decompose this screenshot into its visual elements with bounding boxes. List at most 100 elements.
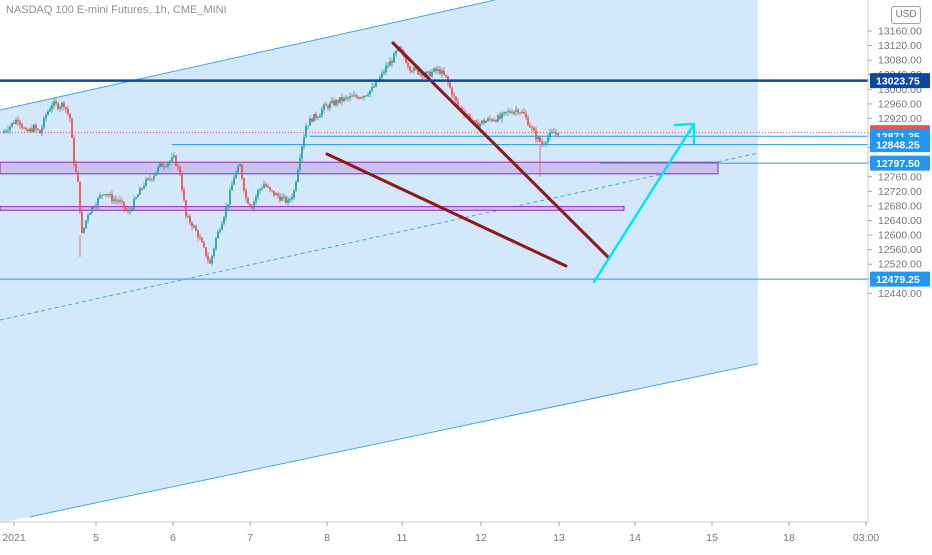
candle-body	[145, 179, 147, 186]
candle-body	[335, 100, 337, 106]
price-label-box	[870, 271, 930, 287]
candle-body	[289, 199, 291, 201]
candle-body	[109, 194, 111, 196]
candle-body	[255, 196, 257, 202]
wedge-lower-line	[325, 152, 568, 268]
candle-body	[143, 185, 145, 189]
candle-body	[239, 164, 241, 167]
price-label-box	[870, 155, 930, 171]
candle-body	[91, 206, 93, 213]
candle-body	[193, 226, 195, 228]
candle-body	[407, 62, 409, 67]
candle-body	[315, 113, 317, 118]
candle-body	[517, 109, 519, 113]
candle-body	[291, 197, 293, 200]
y-tick-label: 12920.00	[878, 113, 922, 125]
candle-body	[491, 119, 493, 121]
candle-body	[369, 90, 371, 95]
candle-body	[123, 201, 125, 209]
y-tick-label: 12960.00	[878, 98, 922, 110]
candle-body	[187, 216, 189, 218]
candle-body	[449, 82, 451, 88]
candle-body	[213, 248, 215, 256]
candle-body	[41, 127, 43, 134]
candle-body	[23, 127, 25, 129]
candle-body	[495, 120, 497, 122]
candle-body	[321, 109, 323, 116]
candle-body	[101, 194, 103, 196]
candle-body	[147, 178, 149, 180]
candle-body	[539, 136, 541, 142]
candle-body	[249, 203, 251, 206]
candle-body	[235, 172, 237, 179]
candle-body	[37, 128, 39, 131]
candle-body	[445, 74, 447, 77]
candle-body	[283, 196, 285, 198]
candle-body	[497, 115, 499, 122]
candle-body	[61, 102, 63, 107]
candle-body	[333, 100, 335, 106]
candle-body	[411, 70, 413, 72]
candle-body	[555, 132, 557, 134]
candle-body	[533, 127, 535, 131]
price-label-text: 13023.75	[876, 76, 920, 88]
x-tick-label: 13	[553, 532, 565, 544]
candle-body	[381, 72, 383, 78]
candle-body	[303, 137, 305, 147]
candle-body	[105, 194, 107, 196]
candle-body	[443, 70, 445, 75]
x-tick-label: 14	[629, 532, 641, 544]
candle-body	[355, 95, 357, 97]
channel-mid-line	[0, 152, 759, 321]
candle-body	[55, 101, 57, 104]
candle-body	[457, 101, 459, 108]
candle-body	[201, 238, 203, 243]
candle-body	[95, 205, 97, 208]
wedge-upper-line	[391, 41, 611, 260]
candle-body	[485, 120, 487, 123]
candle-body	[373, 86, 375, 88]
candle-body	[531, 127, 533, 129]
candle-body	[53, 101, 55, 106]
candle-body	[141, 188, 143, 190]
candle-body	[117, 200, 119, 202]
candle-body	[505, 111, 507, 113]
candle-body	[467, 114, 469, 116]
channel-upper-line	[0, 0, 496, 111]
candle-body	[393, 53, 395, 63]
candle-body	[319, 115, 321, 118]
projection-arrow-shaft	[592, 122, 696, 284]
candle-body	[417, 69, 419, 75]
candle-body	[51, 105, 53, 110]
candle-body	[317, 117, 319, 119]
candle-body	[365, 95, 367, 97]
candle-body	[261, 188, 263, 190]
y-tick-label: 13120.00	[878, 40, 922, 52]
candle-body	[229, 190, 231, 205]
candle-body	[515, 109, 517, 112]
candle-body	[223, 217, 225, 224]
candle-body	[391, 61, 393, 63]
candle-body	[349, 96, 351, 99]
candle-body	[183, 189, 185, 201]
candle-body	[207, 256, 209, 261]
candle-body	[535, 130, 537, 140]
candle-body	[215, 238, 217, 249]
candle-body	[67, 109, 69, 114]
candle-body	[203, 242, 205, 248]
candle-body	[13, 122, 15, 124]
candle-body	[177, 166, 179, 168]
candle-body	[353, 95, 355, 97]
candle-body	[75, 164, 77, 173]
y-tick-label: 13160.00	[878, 26, 922, 38]
y-tick-label: 12560.00	[878, 244, 922, 256]
candle-body	[115, 199, 117, 201]
candle-body	[507, 111, 509, 113]
candle-body	[313, 113, 315, 122]
candle-body	[435, 68, 437, 72]
candle-body	[503, 112, 505, 114]
candle-body	[17, 119, 19, 122]
candle-body	[25, 128, 27, 130]
candle-body	[309, 118, 311, 126]
currency-badge[interactable]: USD	[891, 6, 921, 24]
